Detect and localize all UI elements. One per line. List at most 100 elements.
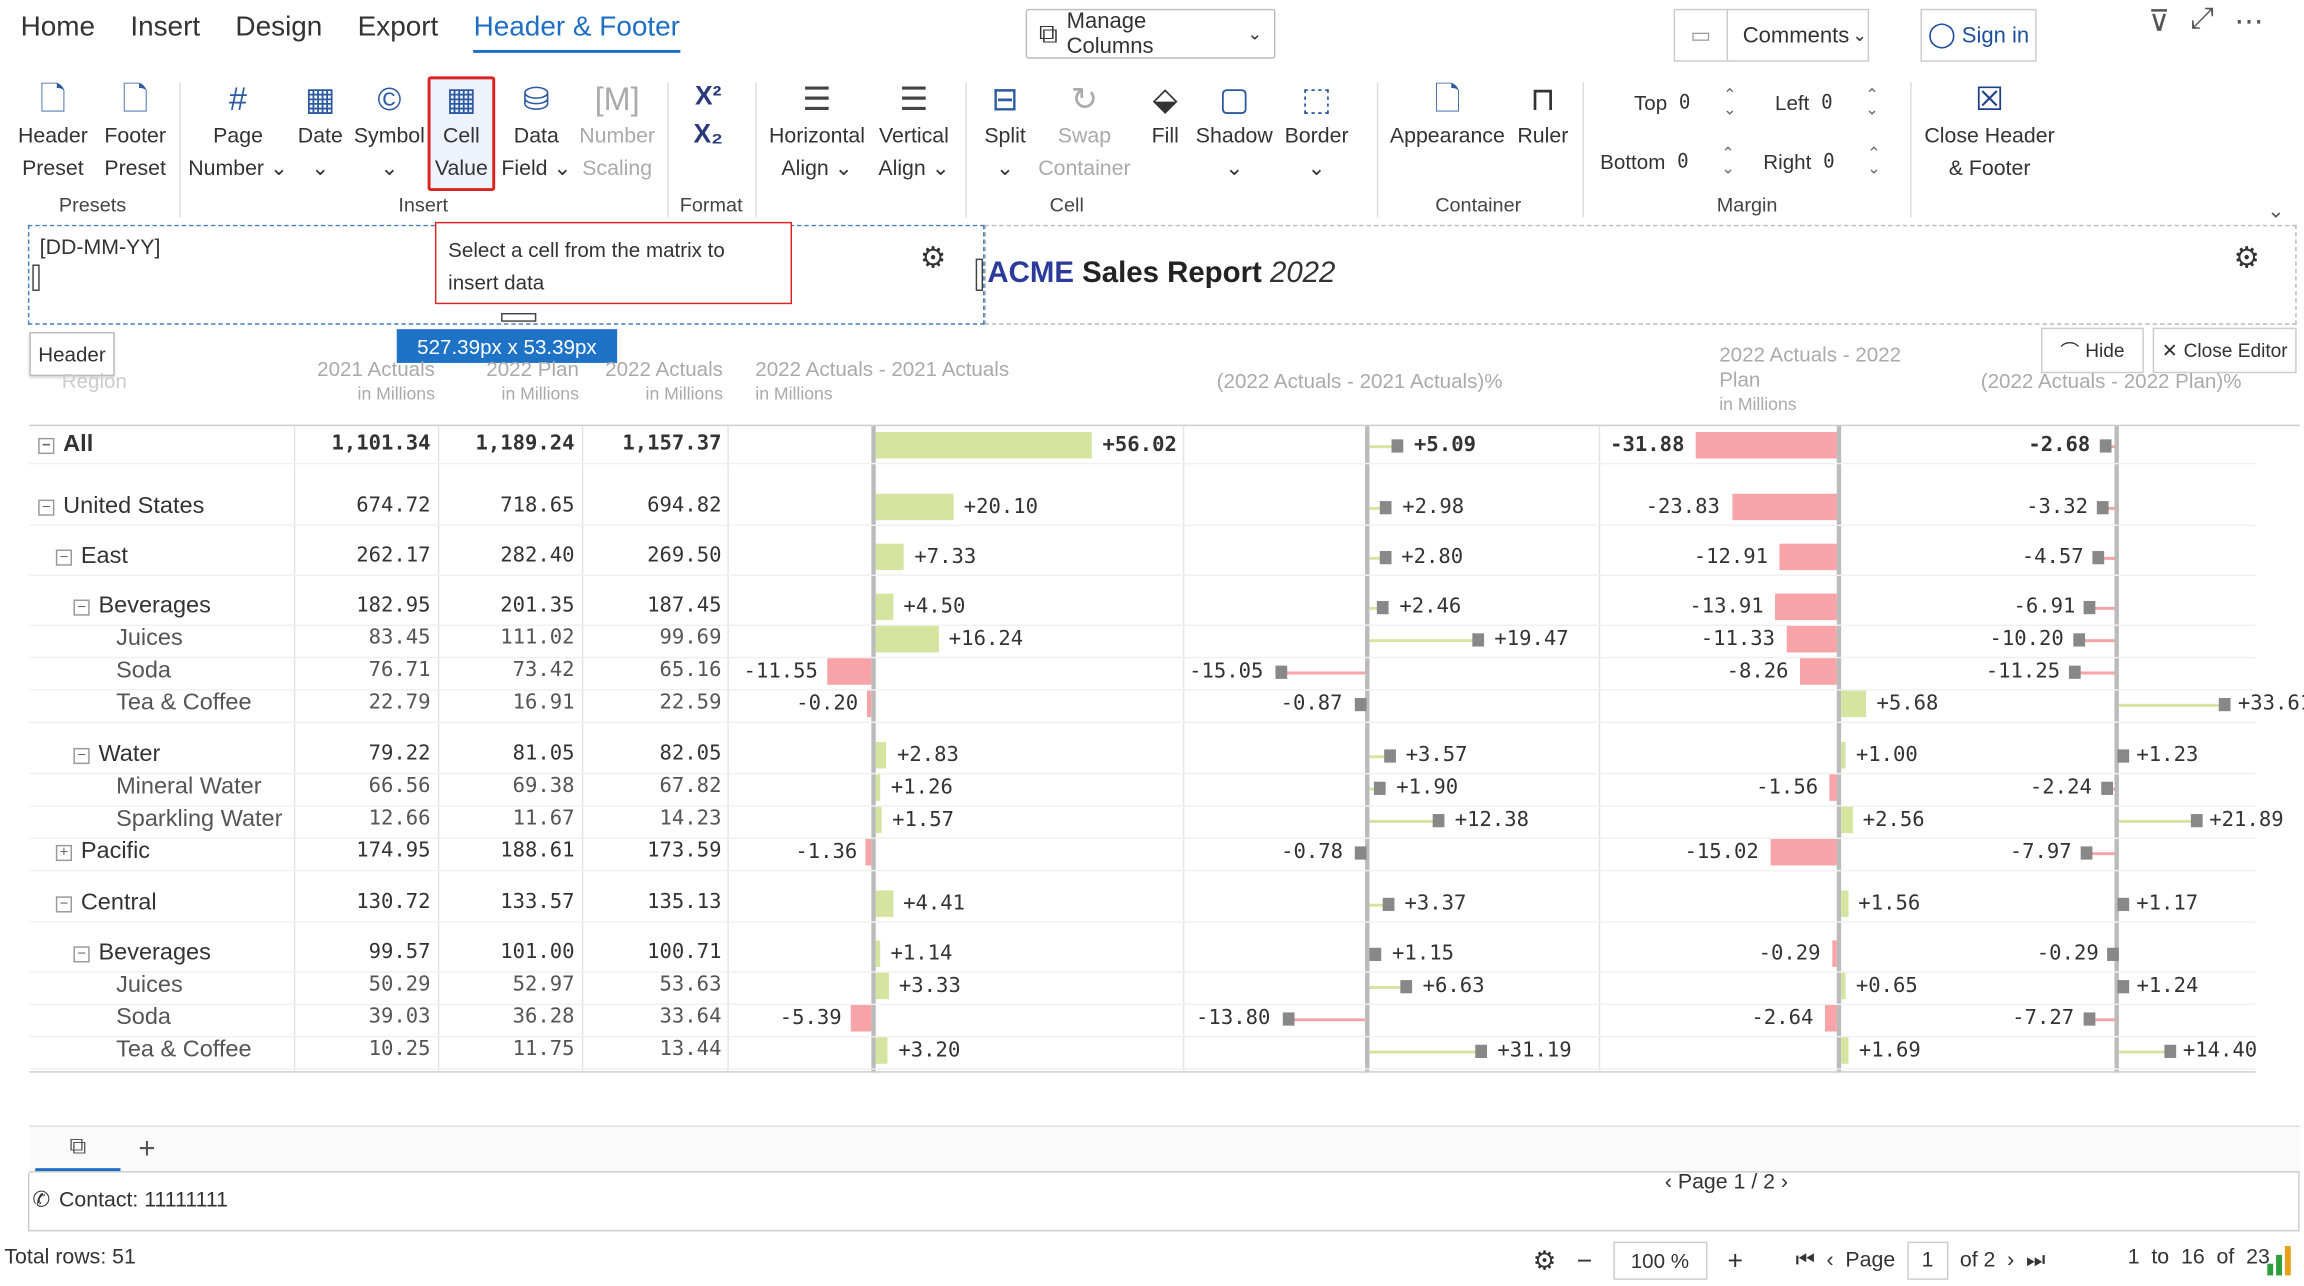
plan-pct-marker[interactable] <box>2100 781 2113 795</box>
plan-diff-bar[interactable] <box>1841 1037 1849 1064</box>
cell-2021-actuals[interactable]: 174.95 <box>356 839 431 863</box>
cell-2022-plan[interactable]: 36.28 <box>512 1005 575 1029</box>
cell-2022-actuals[interactable]: 694.82 <box>647 493 722 518</box>
diff-bar[interactable] <box>850 1005 872 1032</box>
cell-2021-actuals[interactable]: 66.56 <box>368 774 431 798</box>
gear-icon[interactable]: ⚙ <box>2233 242 2260 275</box>
cell-2021-actuals[interactable]: 674.72 <box>356 493 431 518</box>
plan-pct-marker[interactable] <box>2096 501 2109 515</box>
page-number-button[interactable]: # Page Number ⌄ <box>188 79 288 185</box>
cell-2022-plan[interactable]: 73.42 <box>512 658 575 682</box>
ribbon-collapse-chevron-icon[interactable]: ⌄ <box>2267 198 2285 222</box>
diff-pct-marker[interactable] <box>1472 633 1485 647</box>
diff-pct-marker[interactable] <box>1377 600 1390 615</box>
table-row-label[interactable]: Juices <box>91 973 183 999</box>
header-right-container[interactable] <box>984 224 2297 325</box>
prev-page-icon[interactable]: ‹ <box>1826 1248 1834 1273</box>
collapse-icon[interactable]: − <box>73 747 90 764</box>
tab-header-footer[interactable]: Header & Footer <box>473 12 680 53</box>
more-icon[interactable]: ⋯ <box>2234 5 2264 39</box>
cell-2022-actuals[interactable]: 14.23 <box>659 806 722 831</box>
cell-2022-plan[interactable]: 133.57 <box>500 890 575 914</box>
cell-2022-plan[interactable]: 201.35 <box>500 593 575 618</box>
diff-bar[interactable] <box>875 593 894 621</box>
zoom-in-button[interactable]: + <box>1727 1245 1743 1275</box>
plan-diff-bar[interactable] <box>1731 493 1837 521</box>
cell-2021-actuals[interactable]: 99.57 <box>368 940 431 964</box>
margin-top-stepper[interactable]: ⌃ ⌄ <box>1722 86 1737 120</box>
diff-bar[interactable] <box>875 890 893 917</box>
diff-pct-marker[interactable] <box>1383 749 1396 763</box>
table-row-label[interactable]: Juices <box>91 626 183 652</box>
cell-2022-actuals[interactable]: 67.82 <box>659 774 722 798</box>
chevron-right-icon[interactable]: › <box>1780 1171 1789 1195</box>
cell-2021-actuals[interactable]: 22.79 <box>368 690 431 715</box>
cell-2021-actuals[interactable]: 76.71 <box>368 658 431 682</box>
superscript-button[interactable]: X² <box>695 80 722 111</box>
tab-design[interactable]: Design <box>235 11 323 43</box>
tab-insert[interactable]: Insert <box>130 11 201 43</box>
vertical-align-button[interactable]: ☰ Vertical Align ⌄ <box>873 79 955 185</box>
add-sheet-button[interactable]: + <box>126 1127 167 1171</box>
table-row-label[interactable]: Tea & Coffee <box>91 1037 252 1063</box>
border-button[interactable]: ⬚ Border ⌄ <box>1278 79 1354 185</box>
appearance-button[interactable]: 🗋 Appearance <box>1387 79 1507 152</box>
cell-2021-actuals[interactable]: 12.66 <box>368 806 431 831</box>
plan-pct-marker[interactable] <box>2092 551 2105 565</box>
cell-2022-actuals[interactable]: 269.50 <box>647 543 722 568</box>
close-header-footer-button[interactable]: ☒ Close Header & Footer <box>1919 79 2060 185</box>
plan-pct-marker[interactable] <box>2068 665 2081 679</box>
table-row-label[interactable]: − East <box>55 544 128 570</box>
cell-2021-actuals[interactable]: 182.95 <box>356 593 431 618</box>
expand-icon[interactable]: ⤢ <box>2190 2 2214 36</box>
header-date-field[interactable]: [DD-MM-YY] <box>39 236 161 261</box>
plan-diff-bar[interactable] <box>1841 972 1846 1000</box>
table-row-label[interactable]: Tea & Coffee <box>91 691 252 717</box>
margin-bottom-stepper[interactable]: ⌃ ⌄ <box>1721 145 1735 178</box>
resize-handle[interactable] <box>975 258 984 291</box>
diff-bar[interactable] <box>866 690 872 718</box>
collapse-icon[interactable]: − <box>55 895 73 912</box>
zoom-level-input[interactable]: 100 % <box>1612 1241 1707 1280</box>
collapse-icon[interactable]: − <box>38 437 55 454</box>
diff-pct-marker[interactable] <box>1432 814 1445 828</box>
comments-button[interactable]: ▭ Comments ⌄ <box>1673 8 1870 62</box>
diff-pct-marker[interactable] <box>1382 897 1395 912</box>
table-row-label[interactable]: Soda <box>91 658 171 684</box>
plan-pct-marker[interactable] <box>2099 439 2111 453</box>
diff-bar[interactable] <box>875 806 882 834</box>
subscript-button[interactable]: X₂ <box>693 119 723 149</box>
footer-preset-button[interactable]: 🗋 Footer Preset <box>97 79 173 185</box>
diff-bar[interactable] <box>875 493 954 521</box>
first-page-icon[interactable]: ⏮ <box>1795 1248 1815 1273</box>
tab-home[interactable]: Home <box>20 11 96 43</box>
date-button[interactable]: ▦ Date ⌄ <box>292 79 348 185</box>
cell-2022-plan[interactable]: 101.00 <box>500 940 575 964</box>
plan-diff-bar[interactable] <box>1829 774 1837 801</box>
report-title[interactable]: ACME Sales Report 2022 <box>987 257 1335 291</box>
diff-pct-marker[interactable] <box>1400 980 1413 994</box>
margin-bottom-input[interactable]: 0 <box>1677 150 1689 173</box>
cell-2021-actuals[interactable]: 262.17 <box>356 543 431 568</box>
plan-diff-bar[interactable] <box>1770 839 1837 866</box>
ruler-button[interactable]: ⊓ Ruler <box>1511 79 1576 152</box>
resize-handle[interactable] <box>32 264 40 291</box>
collapse-icon[interactable]: − <box>73 945 90 962</box>
cell-2022-plan[interactable]: 111.02 <box>500 625 575 650</box>
diff-bar[interactable] <box>826 658 872 685</box>
diff-pct-marker[interactable] <box>1354 846 1367 860</box>
cell-value-button[interactable]: ▦ Cell Value <box>427 76 496 192</box>
table-row-label[interactable]: Mineral Water <box>91 774 261 800</box>
plan-diff-bar[interactable] <box>1841 806 1853 834</box>
expand-icon[interactable]: + <box>55 844 73 861</box>
plan-diff-bar[interactable] <box>1841 742 1846 769</box>
diff-pct-marker[interactable] <box>1380 501 1392 515</box>
shadow-button[interactable]: ▢ Shadow ⌄ <box>1193 79 1275 185</box>
table-row-label[interactable]: Sparkling Water <box>91 807 282 833</box>
footer-contact[interactable]: ✆ Contact: 11111111 <box>32 1189 228 1213</box>
cell-2022-plan[interactable]: 11.75 <box>512 1037 575 1061</box>
cell-2022-actuals[interactable]: 1,157.37 <box>622 432 722 456</box>
diff-bar[interactable] <box>875 432 1093 459</box>
cell-2021-actuals[interactable]: 1,101.34 <box>331 432 431 456</box>
diff-bar[interactable] <box>875 972 889 1000</box>
